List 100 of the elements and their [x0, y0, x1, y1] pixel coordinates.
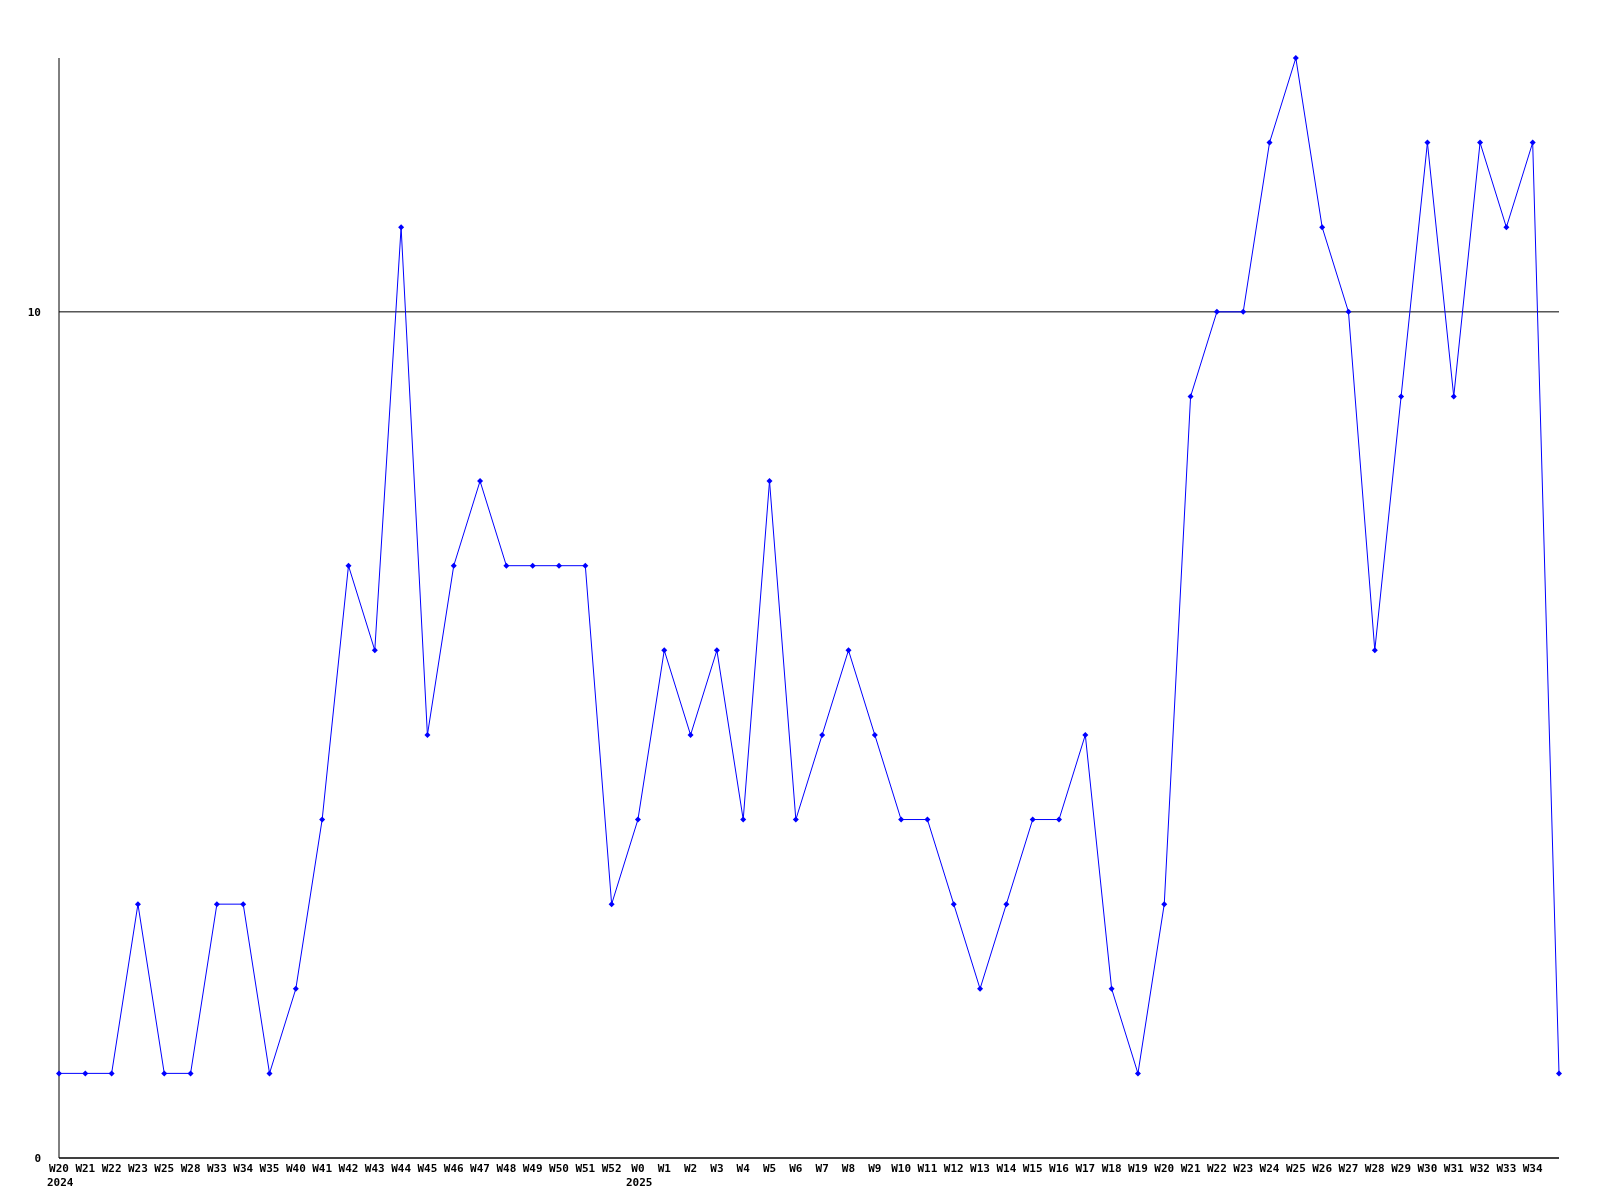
x-tick-label: W51	[575, 1162, 596, 1175]
point	[1266, 139, 1273, 146]
point	[740, 816, 747, 823]
point	[608, 901, 615, 908]
point	[477, 478, 484, 485]
x-tick-label: W49	[522, 1162, 543, 1175]
x-tick-label: W7	[815, 1162, 829, 1175]
point	[1450, 393, 1457, 400]
point	[1003, 901, 1010, 908]
x-tick-label: W20 2024	[47, 1162, 74, 1189]
x-tick-label: W2	[683, 1162, 698, 1175]
point	[56, 1070, 62, 1077]
point	[1187, 393, 1194, 400]
point	[319, 816, 326, 823]
x-tick-label: W24	[1259, 1162, 1280, 1175]
x-tick-label: W1	[657, 1162, 672, 1175]
point	[161, 1070, 168, 1077]
x-tick-label: W5	[762, 1162, 777, 1175]
x-tick-label: W34	[233, 1162, 254, 1175]
x-tick-label: W21	[1180, 1162, 1201, 1175]
x-tick-label: W9	[868, 1162, 882, 1175]
x-tick-label: W33	[1496, 1162, 1517, 1175]
point	[82, 1070, 89, 1077]
point	[1503, 224, 1510, 231]
x-tick-label: W33	[206, 1162, 227, 1175]
point	[766, 478, 773, 485]
x-tick-label: W23	[128, 1162, 148, 1175]
point	[687, 731, 694, 738]
x-tick-label: W30	[1417, 1162, 1438, 1175]
x-tick-label: W43	[364, 1162, 385, 1175]
x-tick-label: W46	[443, 1162, 465, 1175]
x-tick-label: W52	[601, 1162, 622, 1175]
point	[503, 562, 510, 569]
point	[977, 985, 984, 992]
x-tick-label: W15	[1022, 1162, 1043, 1175]
point	[1161, 901, 1168, 908]
point	[871, 731, 878, 738]
x-tick-label: W3	[710, 1162, 724, 1175]
x-tick-label: W27	[1338, 1162, 1359, 1175]
x-tick-label: W28	[1364, 1162, 1385, 1175]
x-tick-label: W17	[1075, 1162, 1096, 1175]
point	[792, 816, 799, 823]
x-tick-label: W20	[1154, 1162, 1175, 1175]
point	[950, 901, 957, 908]
x-tick-label: W47	[470, 1162, 490, 1175]
x-tick-label: W26	[1312, 1162, 1333, 1175]
point	[1477, 139, 1484, 146]
x-tick-label: W44	[391, 1162, 412, 1175]
point	[1398, 393, 1405, 400]
point	[240, 901, 247, 908]
y-tick-label: 0	[34, 1151, 41, 1165]
x-tick-label: W18	[1101, 1162, 1122, 1175]
point	[424, 731, 431, 738]
point	[634, 816, 641, 823]
x-tick-label: W22	[101, 1162, 122, 1175]
point	[1556, 1070, 1562, 1077]
point	[556, 562, 562, 569]
x-tick-label: W40	[285, 1162, 306, 1175]
point	[1424, 139, 1431, 146]
point	[108, 1070, 115, 1077]
x-tick-label: W14	[996, 1162, 1017, 1175]
x-tick-label: W12	[943, 1162, 964, 1175]
point	[266, 1070, 273, 1077]
x-tick-label: W41	[312, 1162, 333, 1175]
point	[1345, 308, 1352, 315]
x-tick-label: W25	[1285, 1162, 1306, 1175]
x-tick-label: W48	[496, 1162, 517, 1175]
point	[924, 816, 931, 823]
point	[1134, 1070, 1141, 1077]
point	[1108, 985, 1115, 992]
point	[398, 224, 405, 231]
x-tick-label: W45	[417, 1162, 438, 1175]
x-tick-label: W42	[338, 1162, 359, 1175]
point	[345, 562, 352, 569]
point	[1029, 816, 1036, 823]
point	[450, 562, 457, 569]
point	[661, 647, 668, 654]
x-tick-label: W0 2025	[625, 1162, 653, 1189]
x-tick-label: W19	[1128, 1162, 1148, 1175]
x-tick-label: W31	[1443, 1162, 1465, 1175]
point	[713, 647, 720, 654]
x-tick-label: W32	[1470, 1162, 1490, 1175]
x-tick-label: W10	[891, 1162, 912, 1175]
point	[213, 901, 220, 908]
x-tick-label: W50	[549, 1162, 569, 1175]
x-tick-label: W4	[736, 1162, 751, 1175]
x-tick-label: W13	[970, 1162, 990, 1175]
x-tick-label: W23	[1233, 1162, 1254, 1175]
point	[134, 901, 141, 908]
x-tick-label: W29	[1391, 1162, 1412, 1175]
point	[1319, 224, 1326, 231]
point	[1082, 731, 1089, 738]
point	[1371, 647, 1378, 654]
point	[582, 562, 589, 569]
point	[187, 1070, 194, 1077]
x-tick-label: W22	[1206, 1162, 1227, 1175]
x-tick-label: W21	[75, 1162, 96, 1175]
point	[1529, 139, 1536, 146]
point	[898, 816, 905, 823]
point	[1292, 55, 1299, 61]
